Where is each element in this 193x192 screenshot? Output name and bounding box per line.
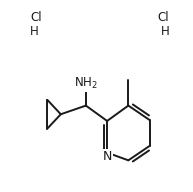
Text: Cl: Cl: [157, 11, 169, 24]
Text: N: N: [102, 150, 112, 163]
Text: NH$_2$: NH$_2$: [74, 76, 98, 91]
Text: H: H: [29, 25, 38, 38]
Text: H: H: [161, 25, 169, 38]
Text: Cl: Cl: [30, 11, 41, 24]
